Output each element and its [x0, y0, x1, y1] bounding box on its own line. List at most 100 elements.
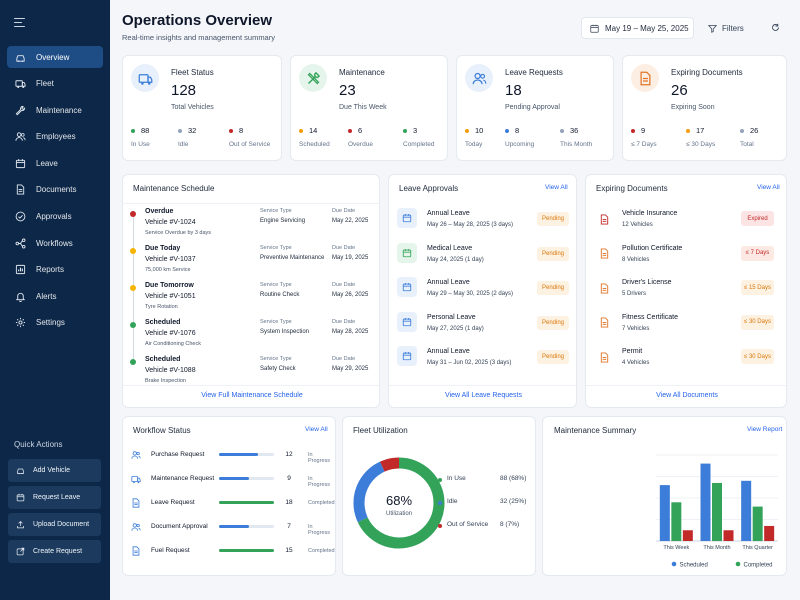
sidebar-item-employees[interactable]: Employees [7, 126, 103, 148]
sidebar-item-label: Reports [36, 265, 65, 275]
status-dot [130, 359, 136, 365]
stat-breakdown-item: 3 Completed [403, 126, 463, 148]
workflow-row[interactable]: Document Approval 7 In Progress [131, 522, 330, 542]
leave-row[interactable]: Annual Leave May 26 – May 28, 2025 (3 day… [397, 208, 569, 242]
progress-bar [219, 453, 274, 456]
leave-row[interactable]: Annual Leave May 29 – May 30, 2025 (2 day… [397, 277, 569, 311]
progress-bar [219, 549, 274, 552]
leave-type: Medical Leave [427, 244, 473, 252]
progress-bar [219, 477, 274, 480]
maintenance-summary-title: Maintenance Summary [554, 426, 637, 435]
sidebar-item-leave[interactable]: Leave [7, 152, 103, 174]
maintenance-row[interactable]: Scheduled Vehicle #V-1076 Air Conditioning… [123, 319, 378, 356]
quick-action-create-request[interactable]: Create Request [8, 540, 101, 563]
view-maintenance-schedule-link[interactable]: View Full Maintenance Schedule [201, 392, 303, 399]
view-all-documents-link[interactable]: View All Documents [656, 392, 718, 399]
legend-value: 32 (25%) [500, 498, 527, 505]
leave-view-all-link[interactable]: View All [545, 184, 568, 191]
sidebar-item-reports[interactable]: Reports [7, 259, 103, 281]
breakdown-value-row: 8 [229, 126, 289, 135]
filters-label: Filters [722, 23, 744, 33]
workflow-row[interactable]: Maintenance Request 9 In Progress [131, 474, 330, 494]
expiry-badge: Expired [741, 211, 774, 226]
document-icon [132, 546, 140, 556]
workflow-row[interactable]: Leave Request 18 Completed [131, 498, 335, 518]
stat-sub: Due This Week [339, 104, 387, 111]
tools-icon [307, 71, 320, 84]
maintenance-status: Overdue [145, 208, 174, 215]
date-range-picker[interactable]: May 19 – May 25, 2025 [581, 17, 694, 39]
breakdown-value: 9 [641, 126, 646, 135]
workflow-row[interactable]: Fuel Request 15 Completed [131, 546, 335, 566]
service-type-label: Service Type [260, 208, 292, 214]
document-row[interactable]: Pollution Certificate 8 Vehicles ≤ 7 Days [594, 243, 774, 277]
document-row[interactable]: Driver's License 5 Drivers ≤ 15 Days [594, 277, 774, 311]
leave-dates: May 24, 2025 (1 day) [427, 256, 484, 263]
vehicle-id: Vehicle #V-1024 [145, 219, 196, 226]
expiry-badge: ≤ 7 Days [741, 245, 774, 261]
view-report-link[interactable]: View Report [747, 426, 783, 433]
document-icon-wrap [594, 209, 614, 229]
refresh-icon[interactable] [771, 23, 780, 32]
sidebar-item-fleet[interactable]: Fleet [7, 73, 103, 95]
document-row[interactable]: Vehicle Insurance 12 Vehicles Expired [594, 208, 774, 242]
car-icon [17, 468, 24, 475]
legend-dot [735, 561, 741, 567]
document-name: Vehicle Insurance [622, 210, 678, 217]
sidebar-item-maintenance[interactable]: Maintenance [7, 99, 103, 121]
quick-action-add-vehicle[interactable]: Add Vehicle [8, 459, 101, 482]
maintenance-row[interactable]: Due Today Vehicle #V-1037 75,000 km Servic… [123, 245, 378, 282]
sidebar-item-settings[interactable]: Settings [7, 312, 103, 334]
breakdown-value-row: 6 [348, 126, 408, 135]
sidebar-item-overview[interactable]: Overview [7, 46, 103, 68]
leave-row[interactable]: Personal Leave May 27, 2025 (1 day) Pendin… [397, 311, 569, 346]
service-type: Engine Servicing [260, 218, 306, 224]
document-row[interactable]: Permit 4 Vehicles ≤ 30 Days [594, 346, 774, 380]
maintenance-status: Due Tomorrow [145, 282, 194, 289]
sidebar-item-workflows[interactable]: Workflows [7, 232, 103, 254]
leave-row[interactable]: Medical Leave May 24, 2025 (1 day) Pending [397, 242, 569, 277]
breakdown-value-row: 17 [686, 126, 746, 135]
workflow-status: Completed [308, 548, 335, 554]
progress-fill [219, 525, 250, 528]
view-all-leave-link[interactable]: View All Leave Requests [445, 392, 522, 399]
utilization-legend-item: Out of Service 8 (7%) [438, 521, 533, 533]
document-row[interactable]: Fitness Certificate 7 Vehicles ≤ 30 Days [594, 312, 774, 346]
sidebar-item-approvals[interactable]: Approvals [7, 206, 103, 228]
sidebar-item-alerts[interactable]: Alerts [7, 285, 103, 307]
documents-view-all-link[interactable]: View All [757, 184, 780, 191]
status-dot [178, 128, 182, 133]
workflow-icon [131, 474, 141, 484]
workflow-count: 18 [285, 499, 293, 506]
quick-action-upload-document[interactable]: Upload Document [8, 513, 101, 536]
sidebar-item-documents[interactable]: Documents [7, 179, 103, 201]
page-title: Operations Overview [122, 12, 273, 29]
wrench-icon-wrap [15, 105, 26, 116]
breakdown-value: 32 [188, 126, 197, 135]
breakdown-label: Completed [403, 141, 435, 148]
car-icon [16, 54, 25, 62]
stat-value: 18 [505, 82, 522, 99]
quick-action-label: Upload Document [33, 521, 90, 528]
leave-row[interactable]: Annual Leave May 31 – Jun 02, 2025 (3 day… [397, 346, 569, 380]
leave-icon [397, 277, 417, 297]
maintenance-row[interactable]: Scheduled Vehicle #V-1088 Brake Inspection… [123, 356, 378, 393]
document-icon [600, 213, 608, 225]
status-dot [130, 285, 136, 291]
fleet-utilization-card: Fleet Utilization 68% Utilization In Use… [342, 416, 536, 576]
quick-action-request-leave[interactable]: Request Leave [8, 486, 101, 509]
maintenance-row[interactable]: Overdue Vehicle #V-1024 Service Overdue by… [123, 208, 378, 245]
maintenance-description: Brake Inspection [145, 378, 186, 384]
expiring-documents-card: Expiring Documents View All Vehicle Insu… [585, 174, 787, 408]
workflow-view-all-link[interactable]: View All [305, 426, 328, 433]
stat-breakdown-item: 88 In Use [131, 126, 191, 148]
maintenance-row[interactable]: Due Tomorrow Vehicle #V-1051 Tyre Rotation… [123, 282, 378, 319]
document-icon [640, 71, 650, 85]
menu-icon[interactable] [14, 18, 25, 28]
stat-breakdown-item: 36 This Month [560, 126, 620, 148]
stat-icon [631, 64, 659, 92]
breakdown-value: 10 [475, 126, 484, 135]
filters-button[interactable]: Filters [708, 17, 744, 39]
workflow-row[interactable]: Purchase Request 12 In Progress [131, 450, 330, 470]
users-icon-wrap [15, 131, 26, 142]
